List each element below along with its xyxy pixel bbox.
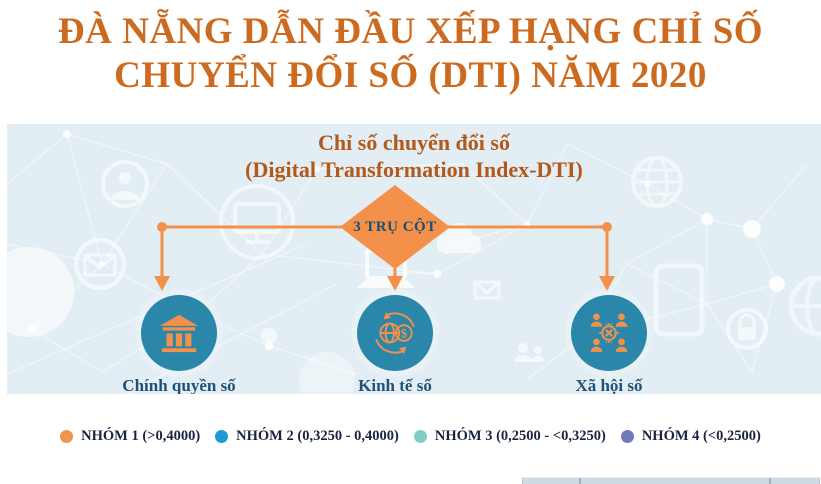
lightbulb-icon xyxy=(261,328,277,349)
envelope-icon xyxy=(74,238,126,290)
banner-heading-line1: Chỉ số chuyển đổi số xyxy=(318,130,510,155)
government-building-icon xyxy=(159,314,199,353)
hub-label: 3 TRỤ CỘT xyxy=(353,219,437,235)
legend-label: NHÓM 3 (0,2500 - <0,3250) xyxy=(434,428,606,444)
legend-label: NHÓM 2 (0,3250 - 0,4000) xyxy=(236,428,399,444)
legend-item-nhom-1: NHÓM 1 (>0,4000) xyxy=(60,428,200,445)
hub-diamond xyxy=(340,185,450,269)
pillar-label: Chính quyền số xyxy=(122,376,236,394)
globe-dollar-icon: $ xyxy=(375,312,415,354)
cloud-icon xyxy=(437,223,481,254)
dollar-glyph: $ xyxy=(401,327,407,341)
legend-dot xyxy=(60,430,74,443)
banner-heading: Chỉ số chuyển đổi số (Digital Transforma… xyxy=(7,129,821,183)
page-title-line1: ĐÀ NẴNG DẪN ĐẦU XẾP HẠNG CHỈ SỐ xyxy=(57,11,764,52)
arrowhead-left xyxy=(154,276,170,291)
pillars-connector-graphic xyxy=(154,185,615,291)
pillar-xa-hoi-so: Xã hội số xyxy=(534,295,684,394)
envelope-small-icon xyxy=(473,280,501,300)
glow-circle xyxy=(299,352,355,394)
arrowhead-right xyxy=(599,276,615,291)
legend-label: NHÓM 4 (<0,2500) xyxy=(641,428,761,444)
legend-dot xyxy=(215,430,229,443)
pillar-chinh-quyen-so: Chính quyền số xyxy=(104,295,254,394)
arrowhead-middle xyxy=(387,276,403,291)
people-network-icon xyxy=(590,313,628,352)
pillar-label: Xã hội số xyxy=(575,376,643,394)
person-icon xyxy=(101,160,149,208)
monitor-icon xyxy=(219,184,295,260)
globe-icon xyxy=(631,156,683,208)
legend-item-nhom-4: NHÓM 4 (<0,2500) xyxy=(620,428,761,445)
lock-icon xyxy=(726,308,768,350)
pillar-circle xyxy=(571,295,647,371)
legend: NHÓM 1 (>0,4000) NHÓM 2 (0,3250 - 0,4000… xyxy=(0,428,821,445)
glow-circle xyxy=(7,247,74,337)
people-icon xyxy=(514,343,545,362)
pillar-circle xyxy=(141,295,217,371)
page-title: ĐÀ NẴNG DẪN ĐẦU XẾP HẠNG CHỈ SỐ CHUYỂN Đ… xyxy=(0,10,821,98)
table-column-divider xyxy=(579,478,581,484)
pillar-circle: $ xyxy=(357,295,433,371)
banner-heading-line2: (Digital Transformation Index-DTI) xyxy=(245,157,583,182)
legend-dot xyxy=(620,430,634,443)
legend-dot xyxy=(413,430,427,443)
legend-label: NHÓM 1 (>0,4000) xyxy=(81,428,201,444)
legend-item-nhom-2: NHÓM 2 (0,3250 - 0,4000) xyxy=(215,428,399,445)
dti-banner: Chỉ số chuyển đổi số (Digital Transforma… xyxy=(7,124,821,394)
legend-item-nhom-3: NHÓM 3 (0,2500 - <0,3250) xyxy=(413,428,606,445)
globe-corner-icon xyxy=(788,275,821,337)
pillar-kinh-te-so: $ Kinh tế số xyxy=(320,295,470,394)
pillar-label: Kinh tế số xyxy=(358,376,432,394)
partial-table-edge xyxy=(522,477,820,484)
tablet-icon xyxy=(653,263,705,337)
table-column-divider xyxy=(769,478,771,484)
page-title-line2: CHUYỂN ĐỔI SỐ (DTI) NĂM 2020 xyxy=(114,55,707,96)
